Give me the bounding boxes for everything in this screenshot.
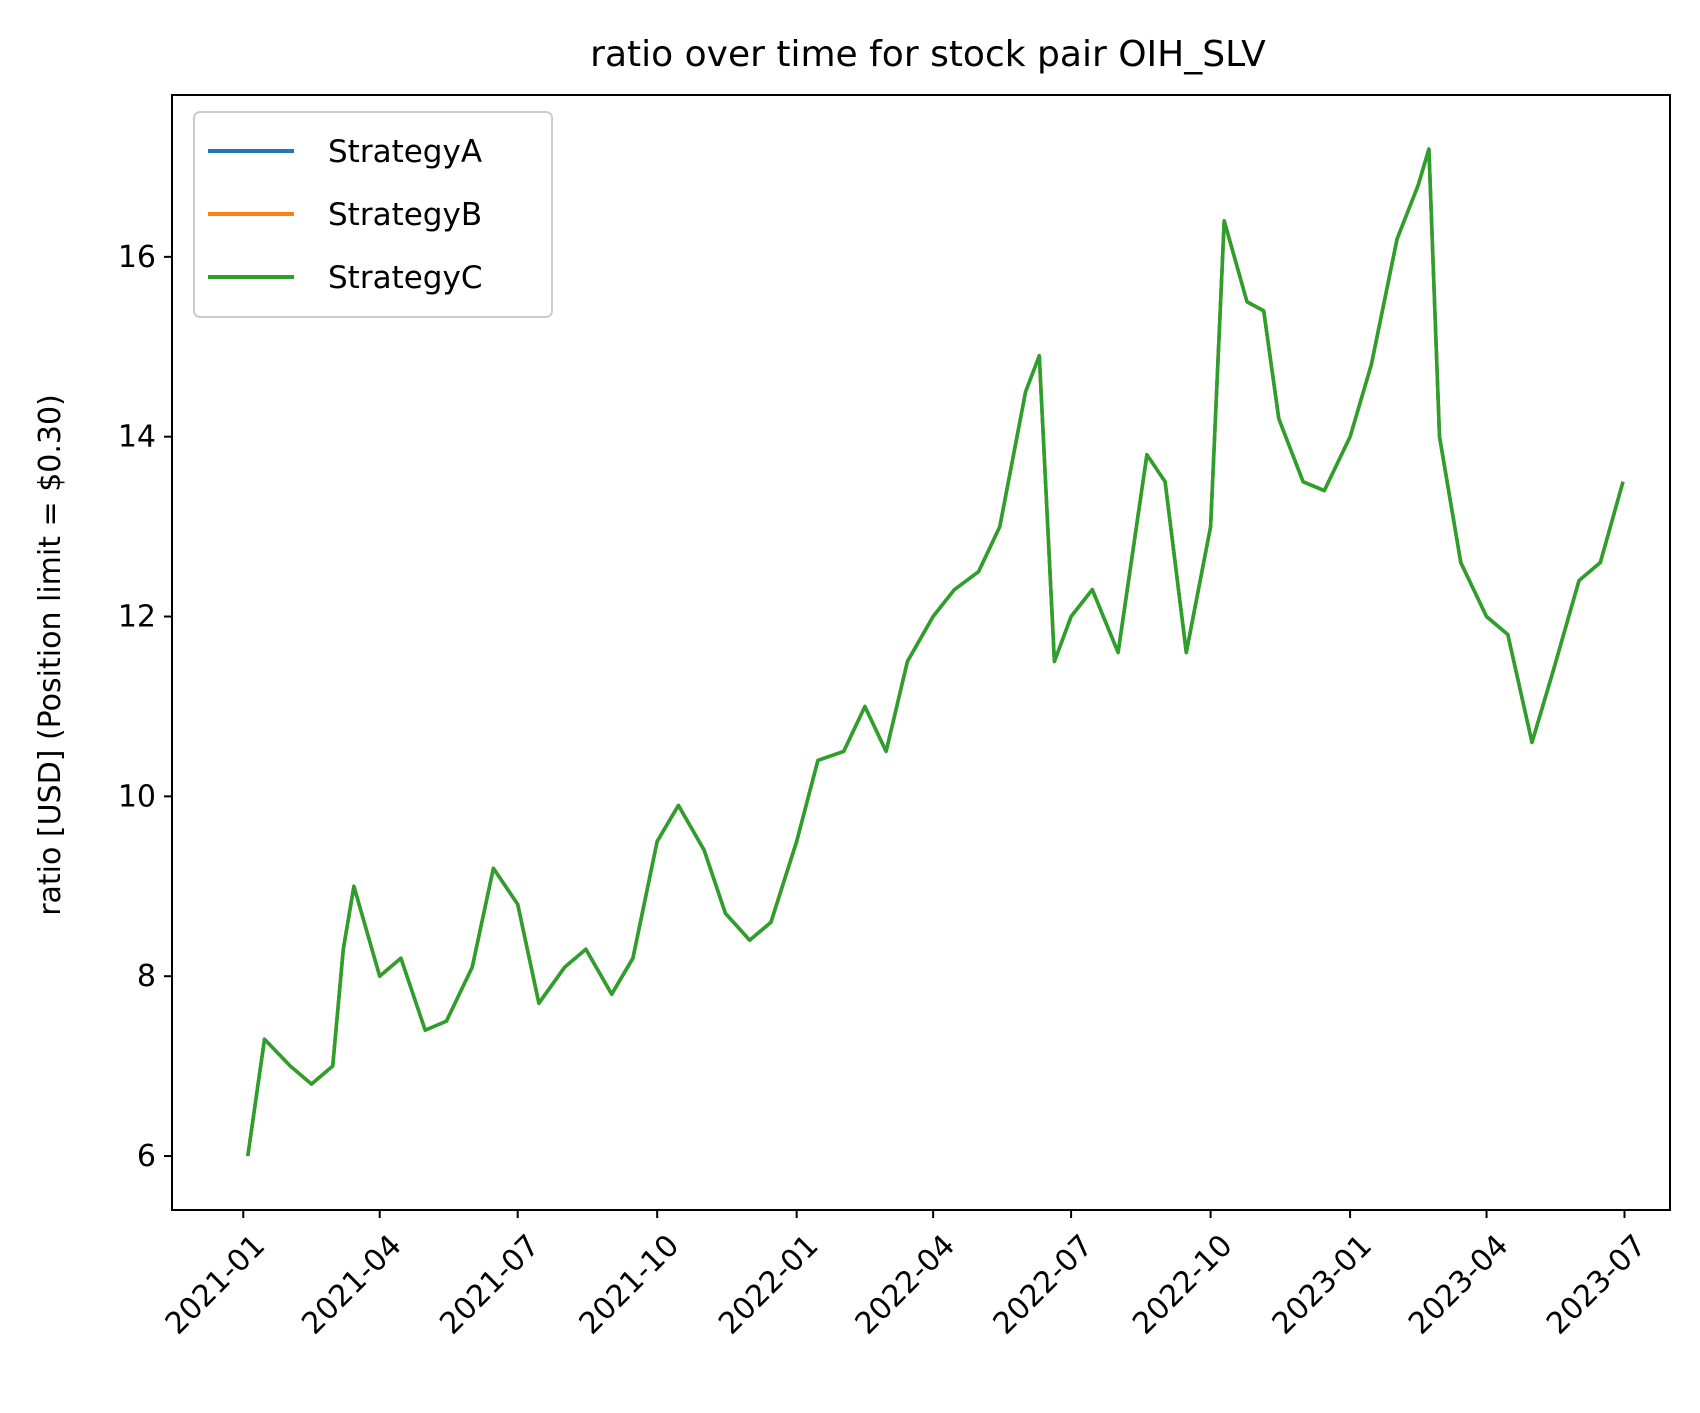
y-tick-label: 10: [118, 779, 156, 814]
y-tick-label: 14: [118, 420, 156, 455]
y-tick-label: 6: [137, 1139, 156, 1174]
x-tick-label: 2022-07: [987, 1228, 1100, 1341]
legend-label: StrategyC: [328, 260, 482, 296]
y-tick-label: 8: [137, 959, 156, 994]
x-tick-label: 2022-10: [1126, 1228, 1239, 1341]
y-axis-label: ratio [USD] (Position limit = $0.30): [33, 394, 68, 916]
y-tick-label: 12: [118, 600, 156, 635]
legend-label: StrategyB: [328, 197, 482, 233]
x-tick-label: 2022-04: [849, 1228, 962, 1341]
series-line-strategyc: [246, 147, 1625, 1157]
x-tick-label: 2022-01: [712, 1228, 825, 1341]
x-tick-label: 2023-07: [1540, 1228, 1653, 1341]
legend-label: StrategyA: [328, 134, 482, 170]
x-tick-label: 2023-04: [1402, 1228, 1515, 1341]
x-tick-label: 2021-10: [573, 1228, 686, 1341]
x-tick-label: 2021-07: [433, 1228, 546, 1341]
chart-title: ratio over time for stock pair OIH_SLV: [590, 34, 1266, 75]
legend-box: [193, 111, 553, 318]
x-tick-label: 2023-01: [1266, 1228, 1379, 1341]
x-tick-label: 2021-01: [159, 1228, 272, 1341]
y-tick-label: 16: [118, 240, 156, 275]
legend: StrategyA StrategyB StrategyC: [193, 111, 553, 318]
x-tick-label: 2021-04: [295, 1228, 408, 1341]
plot-frame: [171, 94, 1671, 1211]
